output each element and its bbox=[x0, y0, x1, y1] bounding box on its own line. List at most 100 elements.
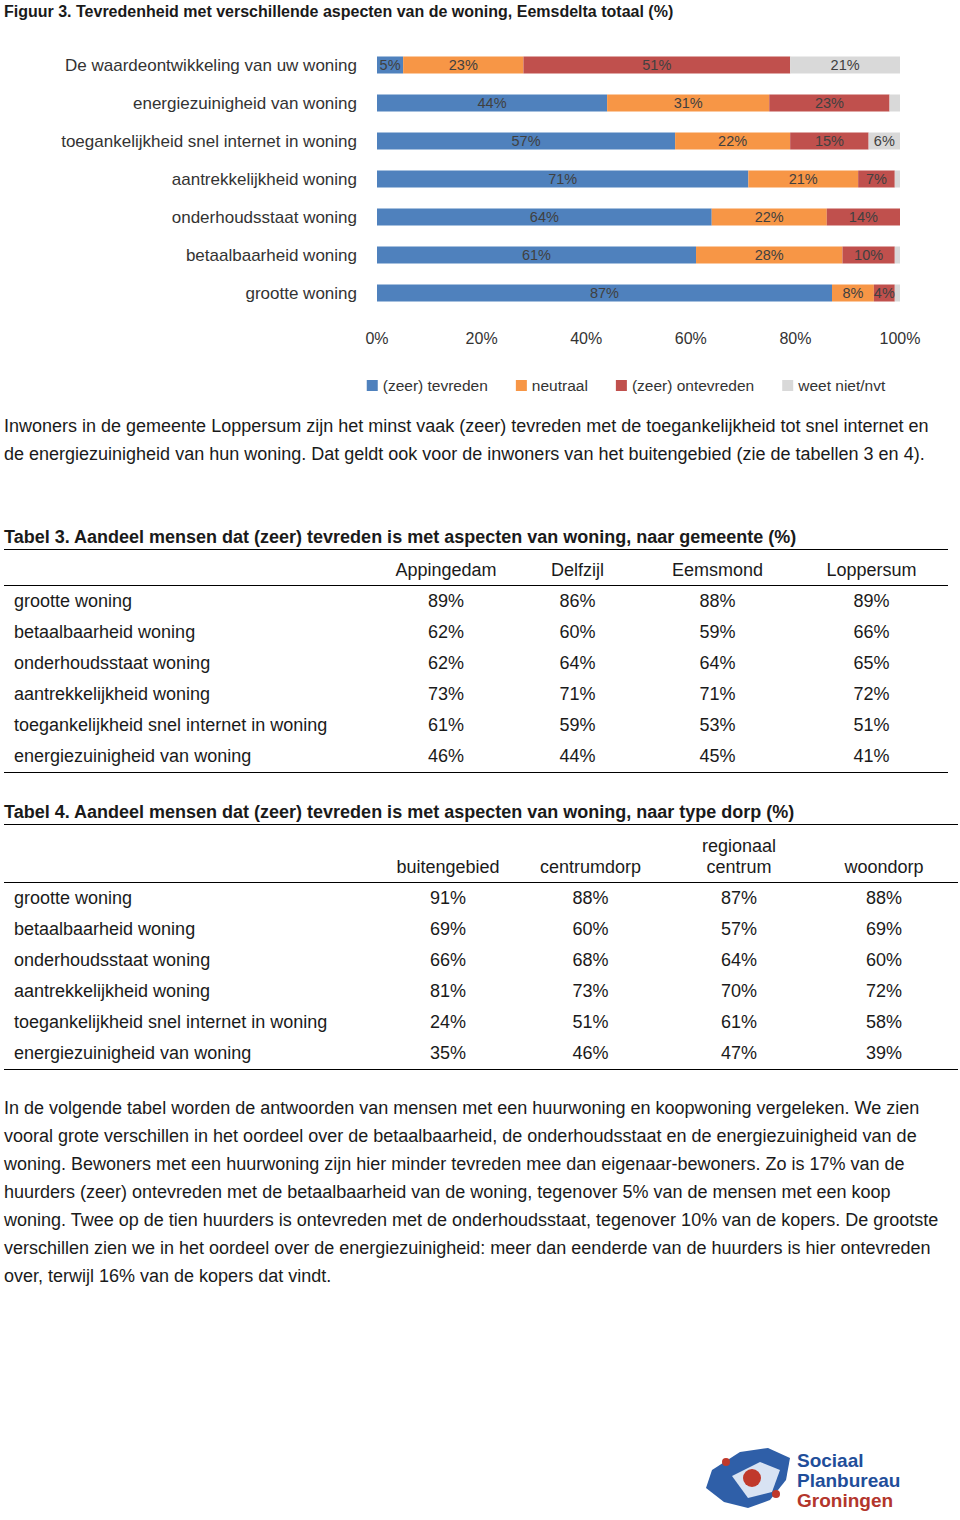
table-cell: 81% bbox=[383, 976, 513, 1007]
tick-label: 20% bbox=[466, 330, 498, 347]
table-cell: 72% bbox=[795, 679, 948, 710]
bar-segment bbox=[712, 209, 827, 226]
bar-segment bbox=[675, 133, 790, 150]
table-cell: 46% bbox=[377, 741, 515, 773]
table-cell: 72% bbox=[810, 976, 958, 1007]
logo-shape bbox=[722, 1458, 730, 1466]
data-label: 21% bbox=[789, 171, 818, 187]
data-label: 28% bbox=[755, 247, 784, 263]
table-row: energiezuinigheid van woning35%46%47%39% bbox=[4, 1038, 958, 1070]
table-cell: 59% bbox=[515, 710, 640, 741]
logo-text: Planbureau bbox=[797, 1470, 900, 1491]
data-label: 71% bbox=[548, 171, 577, 187]
table-cell: 47% bbox=[668, 1038, 810, 1070]
bar-segment bbox=[377, 285, 832, 302]
row-label: energiezuinigheid van woning bbox=[4, 1038, 383, 1070]
table-cell: 64% bbox=[640, 648, 795, 679]
legend-swatch bbox=[782, 380, 793, 391]
category-label: onderhoudsstaat woning bbox=[172, 208, 357, 227]
paragraph: Inwoners in de gemeente Loppersum zijn h… bbox=[4, 412, 949, 468]
column-header: woondorp bbox=[810, 825, 958, 883]
table-cell: 61% bbox=[668, 1007, 810, 1038]
header-row: buitengebiedcentrumdorpregionaal centrum… bbox=[4, 825, 958, 883]
table-cell: 88% bbox=[513, 883, 668, 915]
column-header-text: Delfzijl bbox=[551, 560, 604, 580]
table-cell: 59% bbox=[640, 617, 795, 648]
column-header: Eemsmond bbox=[640, 550, 795, 586]
bar-segment bbox=[377, 247, 696, 264]
bar-segment bbox=[895, 247, 900, 264]
bar-segment bbox=[523, 57, 790, 74]
tick-label: 0% bbox=[365, 330, 388, 347]
table-row: betaalbaarheid woning62%60%59%66% bbox=[4, 617, 948, 648]
row-label: toegankelijkheid snel internet in woning bbox=[4, 710, 377, 741]
data-label: 8% bbox=[842, 285, 863, 301]
logo-text: Sociaal bbox=[797, 1450, 864, 1471]
data-label: 51% bbox=[642, 57, 671, 73]
data-label: 14% bbox=[849, 209, 878, 225]
table-head: buitengebiedcentrumdorpregionaal centrum… bbox=[4, 825, 958, 883]
bar-segment bbox=[827, 209, 900, 226]
table-row: onderhoudsstaat woning62%64%64%65% bbox=[4, 648, 948, 679]
column-header-text: Eemsmond bbox=[672, 560, 763, 580]
bar-segment bbox=[790, 57, 900, 74]
table-cell: 61% bbox=[377, 710, 515, 741]
legend: (zeer) tevredenneutraal(zeer) ontevreden… bbox=[367, 377, 886, 394]
table-cell: 70% bbox=[668, 976, 810, 1007]
bar-segment bbox=[858, 171, 895, 188]
data-label: 61% bbox=[522, 247, 551, 263]
table-cell: 87% bbox=[668, 883, 810, 915]
row-label: onderhoudsstaat woning bbox=[4, 648, 377, 679]
table-cell: 89% bbox=[377, 586, 515, 618]
data-label: 64% bbox=[530, 209, 559, 225]
bar-segment bbox=[869, 133, 900, 150]
bar-segment bbox=[842, 247, 894, 264]
paragraph: In de volgende tabel worden de antwoorde… bbox=[4, 1094, 949, 1290]
bar-segment bbox=[607, 95, 769, 112]
table-cell: 68% bbox=[513, 945, 668, 976]
bar-segment bbox=[377, 133, 675, 150]
bar-segment bbox=[832, 285, 874, 302]
table-cell: 62% bbox=[377, 617, 515, 648]
category-label: energiezuinigheid van woning bbox=[133, 94, 357, 113]
data-label: 7% bbox=[866, 171, 887, 187]
table-cell: 89% bbox=[795, 586, 948, 618]
data-label: 23% bbox=[815, 95, 844, 111]
table-body: grootte woning91%88%87%88%betaalbaarheid… bbox=[4, 883, 958, 1070]
table-cell: 73% bbox=[513, 976, 668, 1007]
logo-shape bbox=[772, 1490, 780, 1498]
table-row: aantrekkelijkheid woning81%73%70%72% bbox=[4, 976, 958, 1007]
table-cell: 66% bbox=[383, 945, 513, 976]
column-header-text: Appingedam bbox=[395, 560, 496, 580]
table-cell: 69% bbox=[810, 914, 958, 945]
table-cell: 58% bbox=[810, 1007, 958, 1038]
bar-segment bbox=[890, 95, 900, 112]
row-label: onderhoudsstaat woning bbox=[4, 945, 383, 976]
data-label: 31% bbox=[674, 95, 703, 111]
data-table: buitengebiedcentrumdorpregionaal centrum… bbox=[4, 824, 958, 1070]
table-title: Tabel 4. Aandeel mensen dat (zeer) tevre… bbox=[4, 800, 954, 824]
data-label: 23% bbox=[449, 57, 478, 73]
data-label: 10% bbox=[854, 247, 883, 263]
table-cell: 53% bbox=[640, 710, 795, 741]
row-label: betaalbaarheid woning bbox=[4, 914, 383, 945]
row-label: grootte woning bbox=[4, 883, 383, 915]
legend-swatch bbox=[367, 380, 378, 391]
table-cell: 46% bbox=[513, 1038, 668, 1070]
bar-segment bbox=[377, 95, 607, 112]
legend-label: (zeer) tevreden bbox=[383, 377, 488, 394]
bar-segment bbox=[403, 57, 523, 74]
logo-shape bbox=[706, 1448, 790, 1508]
bar-segment bbox=[900, 209, 901, 226]
logo-shape bbox=[743, 1469, 761, 1487]
table-row: grootte woning89%86%88%89% bbox=[4, 586, 948, 618]
table-row: aantrekkelijkheid woning73%71%71%72% bbox=[4, 679, 948, 710]
bar-segment bbox=[769, 95, 889, 112]
bar-segment bbox=[377, 209, 712, 226]
tick-label: 100% bbox=[880, 330, 921, 347]
table-cell: 88% bbox=[810, 883, 958, 915]
table-cell: 71% bbox=[640, 679, 795, 710]
row-label: grootte woning bbox=[4, 586, 377, 618]
column-header-text: Loppersum bbox=[826, 560, 916, 580]
category-label: grootte woning bbox=[245, 284, 357, 303]
